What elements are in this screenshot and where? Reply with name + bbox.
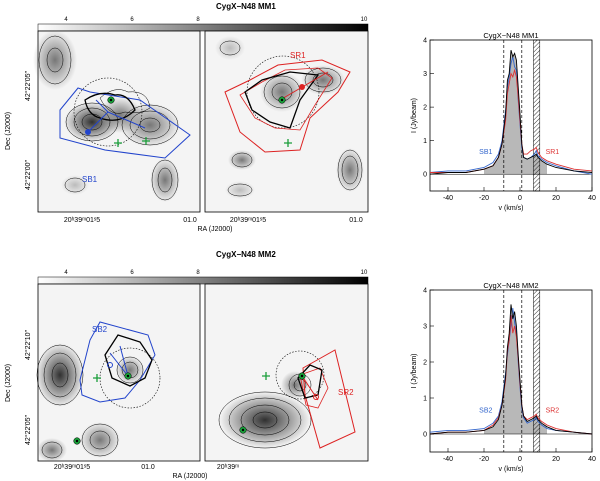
- bottom-spectrum-xlabel: v (km/s): [499, 466, 524, 473]
- top-spectrum-chart: -40 -20 0 20 40 0 1 2 3 4 CygX−N48 MM1 v (km/s) I (J…: [411, 31, 596, 212]
- top-spectrum-ytick-label: 3: [423, 71, 427, 78]
- bottom-dec-label: Dec (J2000): [5, 364, 12, 402]
- top-spectrum-ytick-label: 1: [423, 138, 427, 145]
- bottom-spectrum-emission-fill: [484, 304, 547, 434]
- top-colorbar: 4 6 8 10: [37, 17, 369, 32]
- top-left-ra-tick-0: 20ʰ39ᵐ01ˢ5: [64, 217, 100, 224]
- top-spectrum-title: CygX−N48 MM1: [483, 31, 538, 40]
- bottom-spectrum-ytick-label: 1: [423, 396, 427, 403]
- bottom-dec-tick-05: 42°22′05″: [24, 415, 32, 445]
- bottom-cbar-tick-8: 8: [196, 270, 200, 276]
- top-spectrum-emission-fill: [484, 50, 547, 175]
- bottom-cbar-tick-10: 10: [361, 270, 368, 276]
- top-spectrum-xtick-label: -40: [443, 195, 453, 202]
- top-ra-label: RA (J2000): [197, 226, 232, 233]
- bottom-spectrum-ylabel: I (Jy/beam): [411, 353, 418, 388]
- top-cbar-tick-10: 10: [361, 17, 368, 23]
- bottom-right-ra-tick-0: 20ʰ39ᵐ: [217, 464, 239, 471]
- bottom-dec-tick-10: 42°22′10″: [24, 330, 32, 360]
- bottom-spectrum-ytick-label: 2: [423, 360, 427, 367]
- top-right-ra-tick-0: 20ʰ39ᵐ01ˢ5: [230, 217, 266, 224]
- bottom-spectrum-ytick-label: 4: [423, 288, 427, 295]
- bottom-spectrum-blue-label: SB2: [479, 407, 492, 414]
- top-cbar-tick-8: 8: [196, 17, 200, 23]
- top-spectrum-xtick-label: 20: [552, 195, 560, 202]
- top-right-map: SR1: [204, 30, 369, 213]
- top-spectrum-ytick-label: 0: [423, 172, 427, 179]
- top-cbar-tick-6: 6: [130, 17, 134, 23]
- top-dec-tick-00: 42°22′00″: [24, 160, 32, 190]
- top-left-ra-tick-1: 01.0: [183, 217, 197, 224]
- bottom-spectrum-xtick-label: 0: [518, 456, 522, 463]
- top-dec-tick-05: 42°22′05″: [24, 71, 32, 101]
- top-spectrum-series-black: [429, 49, 593, 175]
- bottom-right-map: SR2: [204, 283, 369, 462]
- bottom-spectrum-ytick-label: 3: [423, 324, 427, 331]
- top-spectrum-blue-label: SB1: [479, 149, 492, 156]
- bottom-spectrum-hatched-band: [533, 289, 541, 453]
- bottom-spectrum-red-label: SR2: [546, 407, 560, 414]
- bottom-title: CygX−N48 MM2: [216, 250, 276, 259]
- top-spectrum-ytick-label: 2: [423, 105, 427, 112]
- bottom-spectrum-xtick-label: 40: [588, 456, 596, 463]
- top-spectrum-xtick-label: -20: [479, 195, 489, 202]
- top-cbar-tick-4: 4: [64, 17, 68, 23]
- bottom-spectrum-xtick-label: 20: [552, 456, 560, 463]
- bottom-spectrum-series-black: [429, 304, 593, 435]
- bottom-ra-label: RA (J2000): [172, 473, 207, 480]
- top-spectrum-xlabel: v (km/s): [499, 205, 524, 212]
- top-left-map: SB1: [33, 30, 201, 213]
- bottom-cbar-tick-6: 6: [130, 270, 134, 276]
- bottom-spectrum-xtick-label: -40: [443, 456, 453, 463]
- bottom-spectrum-chart: -40 -20 0 20 40 0 1 2 3 4 CygX−N48 MM2 v (km/s) I (J…: [411, 281, 596, 473]
- top-left-outflow-label: SB1: [82, 175, 98, 184]
- top-spectrum-xtick-label: 0: [518, 195, 522, 202]
- bottom-cbar-tick-4: 4: [64, 270, 68, 276]
- top-spectrum-ytick-label: 4: [423, 38, 427, 45]
- top-spectrum-hatched-band: [533, 39, 541, 192]
- top-spectrum-ylabel: I (Jy/beam): [411, 98, 418, 133]
- top-right-ra-tick-1: 01.0: [349, 217, 363, 224]
- top-spectrum-red-label: SR1: [546, 149, 560, 156]
- top-right-outflow-label: SR1: [290, 51, 306, 60]
- bottom-left-outflow-label: SB2: [92, 325, 108, 334]
- bottom-right-outflow-label: SR2: [338, 388, 354, 397]
- bottom-spectrum-title: CygX−N48 MM2: [483, 281, 538, 290]
- bottom-left-ra-tick-0: 20ʰ39ᵐ01ˢ5: [54, 464, 90, 471]
- top-title: CygX−N48 MM1: [216, 2, 276, 11]
- bottom-left-ra-tick-1: 01.0: [141, 464, 155, 471]
- top-spectrum-xtick-label: 40: [588, 195, 596, 202]
- bottom-left-map: SB2: [36, 283, 201, 462]
- bottom-colorbar: 4 6 8 10: [37, 270, 369, 285]
- bottom-spectrum-xtick-label: -20: [479, 456, 489, 463]
- top-dec-label: Dec (J2000): [5, 112, 12, 150]
- bottom-spectrum-ytick-label: 0: [423, 432, 427, 439]
